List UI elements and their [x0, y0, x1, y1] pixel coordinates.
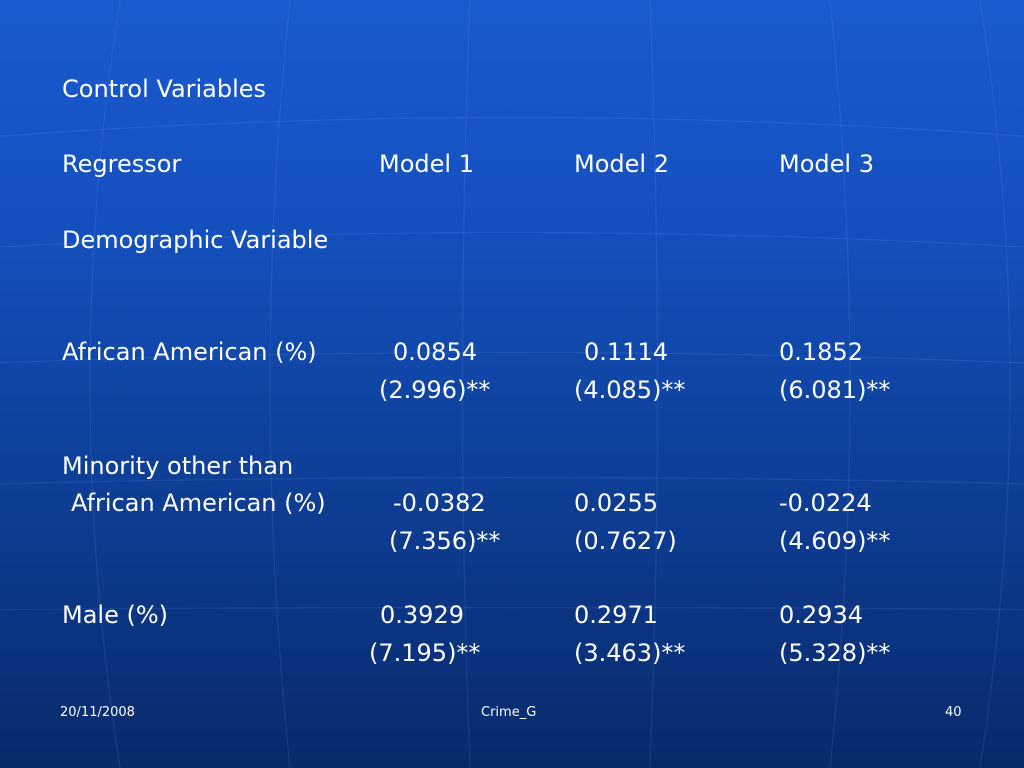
- statistic-model-2: (3.463)**: [574, 639, 686, 667]
- statistic-model-2: (4.085)**: [574, 376, 686, 404]
- coefficient-model-1: 0.3929: [380, 601, 464, 629]
- footer-page-number: 40: [945, 705, 962, 720]
- coefficient-model-3: -0.0224: [779, 489, 872, 517]
- column-header-model-3: Model 3: [779, 150, 874, 178]
- footer-date: 20/11/2008: [60, 705, 135, 720]
- coefficient-model-3: 0.1852: [779, 338, 863, 366]
- row-label-minority-line-1: Minority other than: [62, 452, 294, 480]
- row-label-male: Male (%): [62, 601, 169, 629]
- statistic-model-1: (7.356)**: [389, 527, 501, 555]
- statistic-model-3: (6.081)**: [779, 376, 891, 404]
- section-heading: Demographic Variable: [62, 226, 329, 254]
- footer-title: Crime_G: [481, 705, 537, 720]
- column-header-model-1: Model 1: [379, 150, 474, 178]
- coefficient-model-3: 0.2934: [779, 601, 863, 629]
- statistic-model-3: (5.328)**: [779, 639, 891, 667]
- statistic-model-1: (7.195)**: [369, 639, 481, 667]
- column-header-regressor: Regressor: [62, 150, 182, 178]
- column-header-model-2: Model 2: [574, 150, 669, 178]
- coefficient-model-2: 0.2971: [574, 601, 658, 629]
- coefficient-model-1: 0.0854: [393, 338, 477, 366]
- row-label-african-american: African American (%): [62, 338, 317, 366]
- row-label-minority-line-2: African American (%): [71, 489, 326, 517]
- slide-heading: Control Variables: [62, 75, 267, 103]
- statistic-model-3: (4.609)**: [779, 527, 891, 555]
- coefficient-model-1: -0.0382: [393, 489, 486, 517]
- coefficient-model-2: 0.1114: [584, 338, 668, 366]
- coefficient-model-2: 0.0255: [574, 489, 658, 517]
- statistic-model-2: (0.7627): [574, 527, 677, 555]
- statistic-model-1: (2.996)**: [379, 376, 491, 404]
